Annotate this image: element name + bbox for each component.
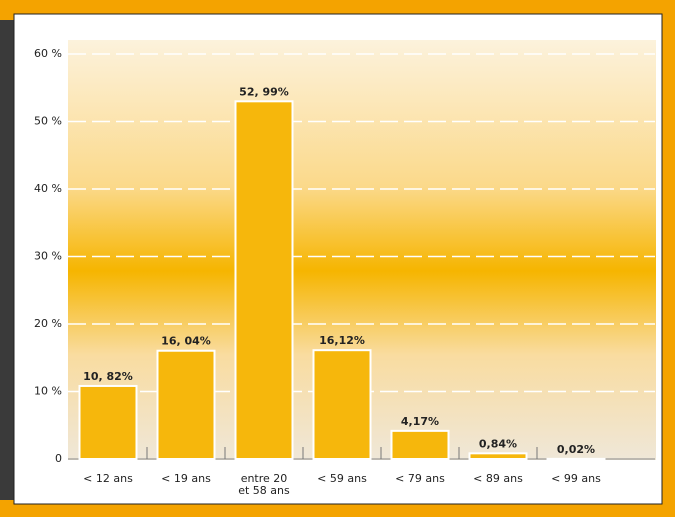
x-tick-label: < 89 ans — [473, 472, 523, 485]
y-tick-label: 10 % — [34, 385, 62, 398]
bar — [390, 429, 450, 461]
value-label: 16, 04% — [161, 335, 211, 348]
value-label: 4,17% — [401, 415, 439, 428]
y-tick-label: 60 % — [34, 47, 62, 60]
x-tick-label: < 79 ans — [395, 472, 445, 485]
bar — [156, 349, 216, 461]
value-label: 16,12% — [319, 334, 365, 347]
y-tick-label: 50 % — [34, 115, 62, 128]
x-tick-label: < 19 ans — [161, 472, 211, 485]
value-label: 0,02% — [557, 443, 595, 456]
value-label: 52, 99% — [239, 85, 289, 98]
bar — [78, 384, 138, 460]
x-tick-label: entre 20 et 58 ans — [238, 472, 290, 497]
x-tick-label: < 99 ans — [551, 472, 601, 485]
y-tick-label: 30 % — [34, 250, 62, 263]
bar — [234, 100, 294, 460]
y-tick-label: 40 % — [34, 182, 62, 195]
y-tick-label: 20 % — [34, 317, 62, 330]
value-label: 0,84% — [479, 437, 517, 450]
bar — [468, 452, 528, 460]
y-tick-label: 0 — [55, 452, 62, 465]
x-tick-label: < 12 ans — [83, 472, 133, 485]
bar — [312, 349, 372, 460]
photo-strip — [0, 20, 14, 500]
value-label: 10, 82% — [83, 370, 133, 383]
x-tick-label: < 59 ans — [317, 472, 367, 485]
